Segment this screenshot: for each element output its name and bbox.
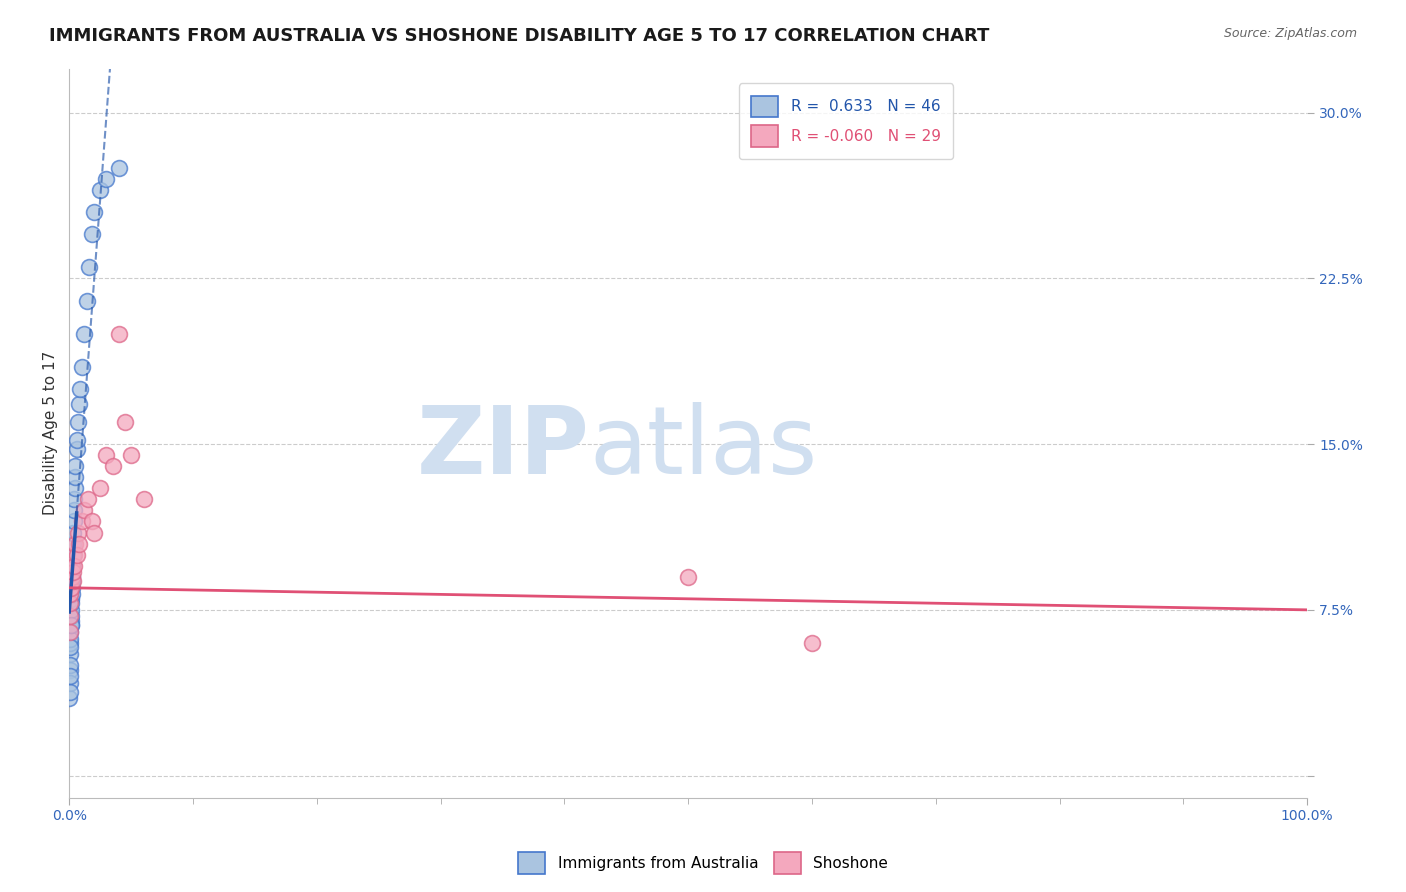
Point	[76, 293, 98, 308]
Point	[70, 359, 93, 374]
Point	[59, 609, 82, 624]
Point	[107, 326, 129, 341]
Point	[132, 492, 155, 507]
Point	[114, 415, 136, 429]
Point	[59, 614, 82, 628]
Point	[59, 636, 82, 650]
Point	[66, 548, 89, 562]
Point	[120, 448, 142, 462]
Legend: Immigrants from Australia, Shoshone: Immigrants from Australia, Shoshone	[512, 846, 894, 880]
Point	[66, 415, 89, 429]
Point	[59, 587, 82, 601]
Point	[59, 624, 82, 639]
Point	[89, 183, 111, 197]
Point	[66, 442, 89, 456]
Point	[62, 536, 84, 550]
Point	[67, 536, 90, 550]
Point	[80, 515, 103, 529]
Point	[60, 581, 83, 595]
Point	[66, 433, 89, 447]
Point	[801, 636, 824, 650]
Point	[60, 570, 83, 584]
Point	[62, 548, 84, 562]
Point	[73, 503, 96, 517]
Point	[101, 459, 124, 474]
Point	[80, 227, 103, 242]
Point	[83, 205, 105, 219]
Point	[59, 609, 82, 624]
Point	[60, 591, 83, 606]
Point	[63, 492, 86, 507]
Point	[76, 492, 98, 507]
Point	[83, 525, 105, 540]
Point	[59, 669, 82, 683]
Point	[62, 525, 84, 540]
Point	[66, 525, 89, 540]
Point	[63, 558, 86, 573]
Point	[69, 382, 91, 396]
Point	[67, 397, 90, 411]
Point	[59, 684, 82, 698]
Text: ZIP: ZIP	[416, 401, 589, 493]
Point	[65, 536, 87, 550]
Point	[59, 632, 82, 646]
Point	[59, 675, 82, 690]
Point	[73, 326, 96, 341]
Point	[96, 172, 118, 186]
Point	[60, 603, 83, 617]
Point	[60, 558, 83, 573]
Point	[60, 574, 83, 588]
Point	[60, 596, 83, 610]
Point	[59, 658, 82, 673]
Point	[60, 558, 83, 573]
Point	[70, 515, 93, 529]
Point	[59, 647, 82, 661]
Point	[63, 481, 86, 495]
Point	[59, 596, 82, 610]
Text: Source: ZipAtlas.com: Source: ZipAtlas.com	[1223, 27, 1357, 40]
Point	[77, 260, 100, 275]
Point	[60, 570, 83, 584]
Point	[676, 570, 699, 584]
Text: IMMIGRANTS FROM AUSTRALIA VS SHOSHONE DISABILITY AGE 5 TO 17 CORRELATION CHART: IMMIGRANTS FROM AUSTRALIA VS SHOSHONE DI…	[49, 27, 990, 45]
Point	[59, 640, 82, 655]
Text: atlas: atlas	[589, 401, 817, 493]
Point	[58, 691, 80, 706]
Point	[63, 548, 86, 562]
Point	[60, 618, 83, 632]
Point	[59, 663, 82, 677]
Point	[89, 481, 111, 495]
Point	[60, 581, 83, 595]
Point	[63, 503, 86, 517]
Point	[62, 515, 84, 529]
Point	[59, 624, 82, 639]
Point	[65, 459, 87, 474]
Point	[62, 574, 84, 588]
Legend: R =  0.633   N = 46, R = -0.060   N = 29: R = 0.633 N = 46, R = -0.060 N = 29	[738, 84, 953, 159]
Point	[107, 161, 129, 175]
Point	[65, 470, 87, 484]
Point	[59, 618, 82, 632]
Point	[96, 448, 118, 462]
Point	[62, 566, 84, 580]
Y-axis label: Disability Age 5 to 17: Disability Age 5 to 17	[44, 351, 58, 516]
Point	[60, 587, 83, 601]
